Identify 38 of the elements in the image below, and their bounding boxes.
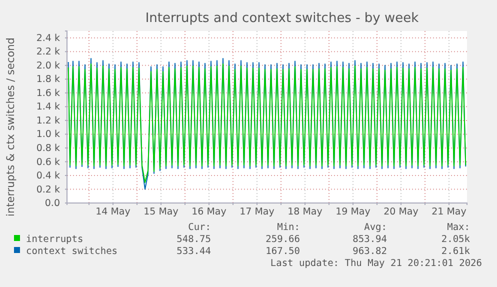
y-tick-label: 0.0 [44, 198, 60, 210]
x-tick-label: 17 May [240, 206, 275, 218]
text: 259.66 [266, 234, 300, 245]
text: Last update: Thu May 21 20:21:01 2026 [270, 258, 482, 269]
text: 2.61k [441, 246, 470, 257]
y-tick-label: 2.0 k [36, 60, 60, 72]
text: Avg: [364, 222, 387, 233]
y-tick-label: 2.4 k [36, 32, 60, 44]
y-axis-title: interrupts & ctx switches / second [5, 38, 17, 216]
x-tick-label: 18 May [288, 206, 323, 218]
text: 533.44 [176, 246, 212, 257]
text: 2.05k [441, 234, 470, 245]
text: Cur: [188, 222, 211, 233]
y-tick-label: 0.6 k [36, 156, 60, 168]
text: 548.75 [176, 234, 211, 245]
legend-label: interrupts [26, 234, 84, 245]
x-tick-label: 20 May [384, 206, 419, 218]
text: Min: [277, 222, 300, 233]
chart-title: Interrupts and context switches - by week [145, 11, 420, 26]
y-tick-label: 1.2 k [36, 115, 60, 126]
x-tick-label: 16 May [192, 206, 227, 218]
legend-label: context switches [26, 246, 118, 257]
x-tick-label: 14 May [96, 206, 131, 218]
y-tick-label: 1.6 k [36, 88, 60, 99]
text: 853.94 [352, 234, 388, 245]
y-tick-label: 0.4 k [36, 170, 60, 182]
text: Max: [447, 222, 470, 233]
y-tick-label: 2.2 k [36, 46, 60, 58]
y-tick-label: 0.2 k [36, 184, 60, 196]
x-tick-label: 21 May [432, 206, 467, 218]
x-tick-label: 15 May [144, 206, 179, 218]
y-tick-label: 0.8 k [36, 143, 60, 154]
y-tick-label: 1.8 k [36, 74, 60, 86]
y-tick-label: 1.0 k [36, 129, 60, 140]
text: 167.50 [266, 246, 300, 257]
text: 963.82 [352, 246, 387, 257]
y-tick-label: 1.4 k [36, 102, 60, 113]
x-tick-label: 19 May [336, 206, 371, 218]
